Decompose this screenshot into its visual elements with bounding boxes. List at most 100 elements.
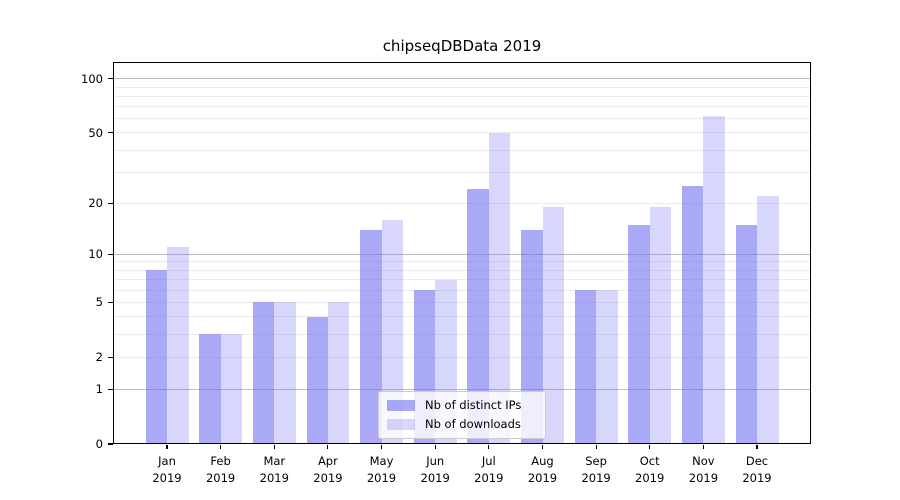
x-tick-label: Apr 2019	[296, 453, 360, 486]
x-tick-label-line: Jun	[426, 454, 445, 468]
y-tick-label: 2	[95, 350, 103, 365]
x-tick-label: Oct 2019	[618, 453, 682, 486]
x-tick-label-line: 2019	[581, 470, 611, 485]
x-tick-label: Sep 2019	[564, 453, 628, 486]
bar-nb-of-distinct-ips	[252, 302, 275, 444]
x-tick-mark	[595, 445, 597, 449]
x-tick-label: May 2019	[350, 453, 414, 486]
gridline-minor	[113, 118, 811, 120]
x-tick-label-line: 2019	[259, 470, 289, 485]
x-tick-mark	[488, 445, 490, 449]
x-tick-label-line: Oct	[639, 454, 660, 468]
gridline-major	[113, 388, 811, 390]
x-tick-mark	[327, 445, 329, 449]
bar-nb-of-downloads	[220, 334, 243, 444]
y-tick-label: 0	[95, 437, 103, 451]
x-tick-label-line: 2019	[366, 470, 397, 485]
gridline-major	[113, 78, 811, 80]
y-tick-label: 50	[88, 125, 103, 140]
legend-swatch-downloads	[387, 419, 415, 430]
x-tick-label: Dec 2019	[725, 453, 789, 486]
x-tick-label-line: Aug	[531, 454, 554, 468]
y-tick-mark	[108, 202, 113, 204]
legend-item-distinct-ips: Nb of distinct IPs	[387, 398, 537, 413]
legend-swatch-distinct-ips	[387, 400, 415, 411]
x-tick-mark	[380, 445, 383, 449]
x-tick-label-line: 2019	[205, 470, 236, 485]
bar-nb-of-downloads	[167, 247, 189, 444]
y-tick-mark	[108, 78, 113, 80]
y-tick-label: 20	[88, 196, 103, 211]
chart-title: chipseqDBData 2019	[382, 37, 542, 55]
y-tick-mark	[108, 301, 113, 303]
x-tick-label-line: Nov	[692, 454, 715, 468]
bar-nb-of-downloads	[274, 302, 296, 444]
gridline-minor	[113, 316, 811, 318]
bar-nb-of-downloads	[649, 207, 672, 444]
gridline-major	[113, 253, 811, 255]
bar-nb-of-downloads	[542, 207, 564, 444]
bar-nb-of-distinct-ips	[467, 189, 489, 444]
bar-nb-of-downloads	[596, 290, 618, 444]
gridline-minor	[113, 132, 811, 134]
plot-border	[113, 62, 811, 444]
x-tick-label: Nov 2019	[671, 453, 735, 486]
x-tick-label-line: 2019	[152, 470, 182, 485]
x-tick-label: Jun 2019	[403, 453, 467, 486]
y-tick-mark	[108, 443, 113, 445]
bar-nb-of-distinct-ips	[145, 270, 167, 444]
x-tick-label-line: Jul	[481, 454, 496, 468]
gridline-minor	[113, 261, 811, 263]
x-tick-mark	[649, 445, 651, 449]
bar-nb-of-distinct-ips	[306, 316, 328, 444]
x-tick-label-line: Dec	[745, 454, 769, 468]
x-tick-mark	[702, 445, 704, 449]
x-tick-mark	[756, 445, 758, 449]
x-tick-label-line: 2019	[742, 470, 772, 485]
gridline-minor	[113, 356, 811, 358]
x-tick-label-line: 2019	[527, 470, 558, 485]
bar-nb-of-distinct-ips	[735, 224, 757, 444]
gridline-minor	[113, 106, 811, 108]
x-tick-mark	[166, 445, 168, 449]
bar-nb-of-distinct-ips	[199, 334, 221, 444]
x-tick-label: Aug 2019	[511, 453, 575, 486]
x-tick-label-line: 2019	[688, 470, 719, 485]
legend: Nb of distinct IPs Nb of downloads	[378, 391, 546, 439]
y-tick-mark	[108, 388, 113, 390]
gridline-minor	[113, 289, 811, 291]
gridline-minor	[113, 171, 811, 173]
gridline-minor	[113, 301, 811, 303]
legend-label-distinct-ips: Nb of distinct IPs	[425, 398, 522, 412]
y-tick-label: 5	[95, 295, 103, 310]
x-tick-mark	[541, 445, 544, 449]
x-tick-label-line: Mar	[263, 454, 286, 468]
y-tick-mark	[108, 356, 113, 358]
x-tick-label-line: Jan	[158, 454, 176, 468]
gridline-minor	[113, 333, 811, 335]
bar-nb-of-distinct-ips	[574, 290, 597, 444]
x-tick-label-line: Sep	[585, 454, 607, 468]
gridline-minor	[113, 202, 811, 204]
gridline-minor	[113, 279, 811, 280]
x-tick-label-line: 2019	[420, 470, 450, 485]
bar-nb-of-downloads	[757, 195, 779, 444]
x-tick-label-line: 2019	[635, 470, 665, 485]
y-tick-label: 10	[88, 247, 103, 262]
bar-nb-of-downloads	[327, 302, 350, 444]
gridline-minor	[113, 149, 811, 151]
x-tick-mark	[434, 445, 436, 449]
x-tick-mark	[273, 445, 275, 449]
bar-nb-of-distinct-ips	[681, 186, 704, 444]
x-tick-label-line: 2019	[313, 470, 343, 485]
bar-nb-of-distinct-ips	[628, 224, 650, 444]
y-tick-label: 100	[81, 71, 103, 86]
x-tick-label-line: 2019	[474, 470, 504, 485]
gridline-minor	[113, 269, 811, 271]
y-tick-mark	[108, 253, 113, 255]
x-tick-mark	[220, 445, 222, 449]
gridline-minor	[113, 86, 811, 88]
bar-nb-of-distinct-ips	[521, 229, 543, 444]
